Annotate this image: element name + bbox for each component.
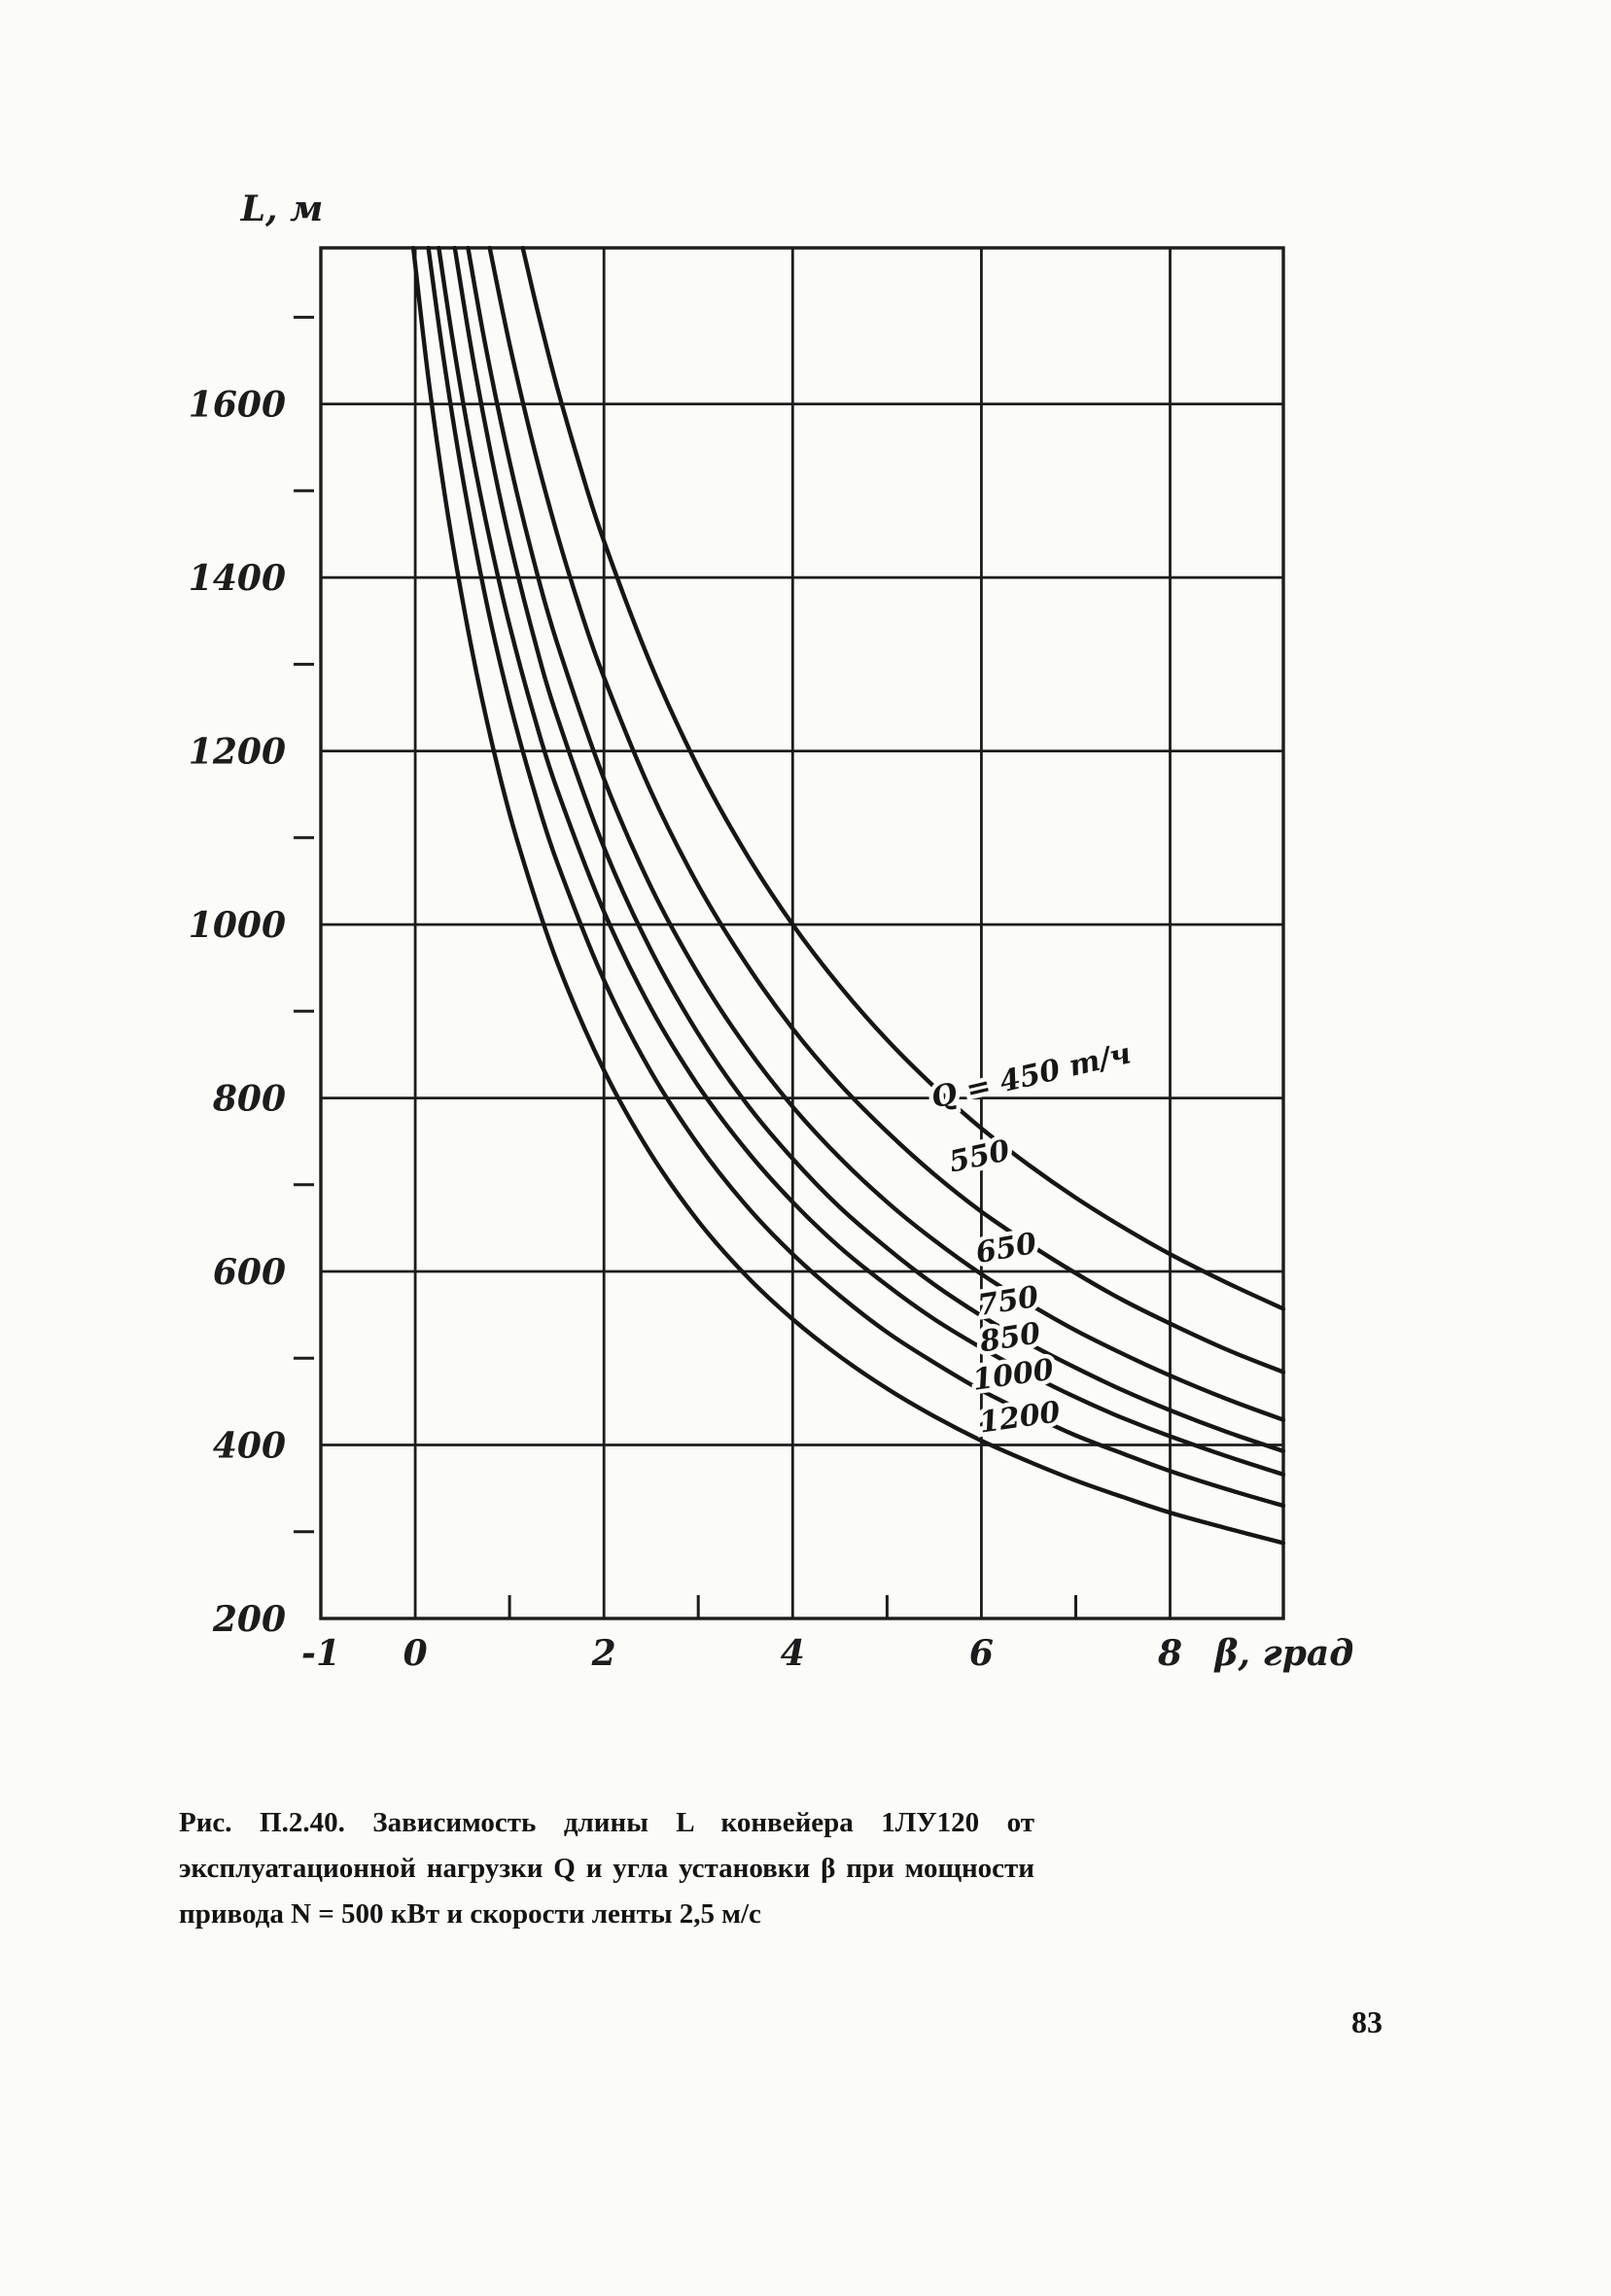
curve-q450 <box>520 246 1285 1311</box>
y-axis-title: L, м <box>240 189 324 229</box>
curve-q750 <box>452 246 1285 1453</box>
y-tick-label: 1000 <box>189 905 286 946</box>
curve-q1000 <box>426 246 1285 1509</box>
caption-line-2: эксплуатационной нагрузки Q и угла устан… <box>179 1853 1034 1884</box>
curve-label-q850: 850 <box>976 1316 1042 1360</box>
curve-label-q1200: 1200 <box>977 1395 1063 1440</box>
caption-line-1: Рис. П.2.40. Зависимость длины L конвейе… <box>179 1807 1034 1838</box>
curve-label-q550: 550 <box>946 1133 1013 1179</box>
curve-q1200 <box>410 246 1285 1546</box>
figure-caption: Рис. П.2.40. Зависимость длины L конвейе… <box>179 1800 1034 1937</box>
curve-label-q1000: 1000 <box>970 1353 1056 1398</box>
x-axis-title: β, град <box>1213 1633 1354 1674</box>
y-tick-label: 1600 <box>189 385 286 426</box>
page-number: 83 <box>1351 2004 1383 2039</box>
x-tick-label: 6 <box>969 1633 994 1674</box>
curve-q550 <box>487 246 1285 1374</box>
plot-border <box>319 246 1285 1620</box>
curve-q850 <box>437 246 1285 1478</box>
x-tick-label: -1 <box>301 1633 340 1674</box>
x-tick-label: 0 <box>403 1633 428 1674</box>
curve-label-q750: 750 <box>975 1280 1040 1323</box>
y-tick-label: 200 <box>212 1599 286 1640</box>
curve-label-q450: Q = 450 т/ч <box>928 1036 1135 1115</box>
y-tick-label: 800 <box>212 1079 286 1120</box>
curve-label-q650: 650 <box>973 1227 1039 1270</box>
y-tick-label: 400 <box>213 1426 286 1467</box>
y-tick-label: 600 <box>213 1252 286 1293</box>
y-tick-label: 1200 <box>189 732 286 773</box>
curve-q650 <box>466 246 1285 1422</box>
y-tick-label: 1400 <box>189 558 286 599</box>
x-tick-label: 4 <box>781 1633 805 1674</box>
caption-line-3: привода N = 500 кВт и скорости ленты 2,5… <box>179 1898 761 1930</box>
x-tick-label: 2 <box>591 1633 616 1674</box>
x-tick-label: 8 <box>1157 1633 1182 1674</box>
